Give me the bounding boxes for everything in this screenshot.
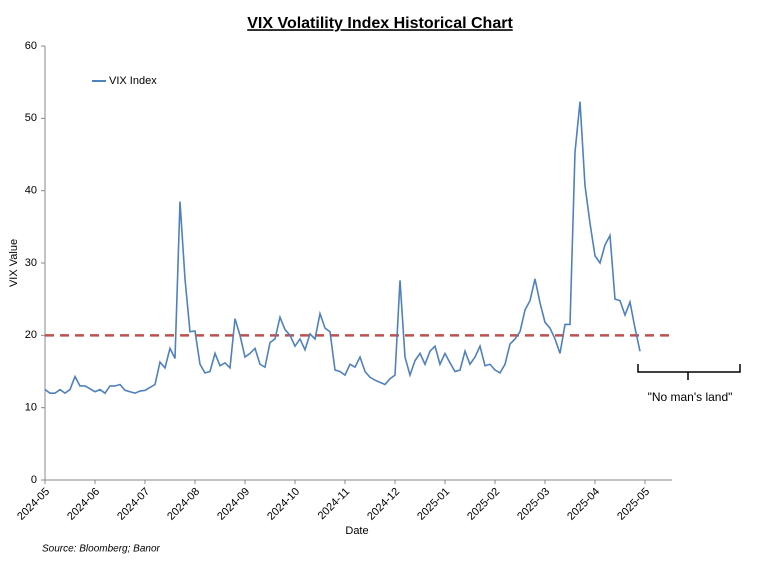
x-tick-label: 2025-03 <box>515 486 552 523</box>
source-note: Source: Bloomberg; Banor <box>42 544 161 555</box>
y-tick-label: 40 <box>25 185 37 197</box>
series-line <box>44 101 641 395</box>
x-tick-label: 2025-04 <box>565 486 602 523</box>
y-tick-label: 50 <box>25 112 37 124</box>
legend-label: VIX Index <box>109 75 157 87</box>
x-tick-label: 2024-09 <box>215 486 252 523</box>
x-tick-label: 2024-07 <box>115 486 152 523</box>
x-tick-label: 2024-05 <box>15 486 52 523</box>
chart-title: VIX Volatility Index Historical Chart <box>247 15 513 32</box>
x-tick-label: 2024-06 <box>65 486 102 523</box>
y-axis-label: VIX Value <box>8 239 20 287</box>
x-tick-label: 2024-11 <box>316 486 352 522</box>
y-tick-label: 60 <box>25 40 37 52</box>
x-tick-label: 2024-10 <box>265 486 302 523</box>
y-tick-label: 0 <box>31 474 37 486</box>
y-tick-label: 20 <box>25 329 37 341</box>
x-tick-label: 2025-02 <box>465 486 502 523</box>
x-tick-label: 2025-01 <box>415 486 452 523</box>
x-tick-label: 2025-05 <box>615 486 652 523</box>
annotation: "No man's land" <box>648 390 733 404</box>
x-tick-label: 2024-12 <box>365 486 402 523</box>
bracket <box>637 364 741 380</box>
y-tick-label: 10 <box>25 402 37 414</box>
x-axis-label: Date <box>345 525 368 537</box>
x-tick-label: 2024-08 <box>165 486 202 523</box>
y-tick-label: 30 <box>25 257 37 269</box>
